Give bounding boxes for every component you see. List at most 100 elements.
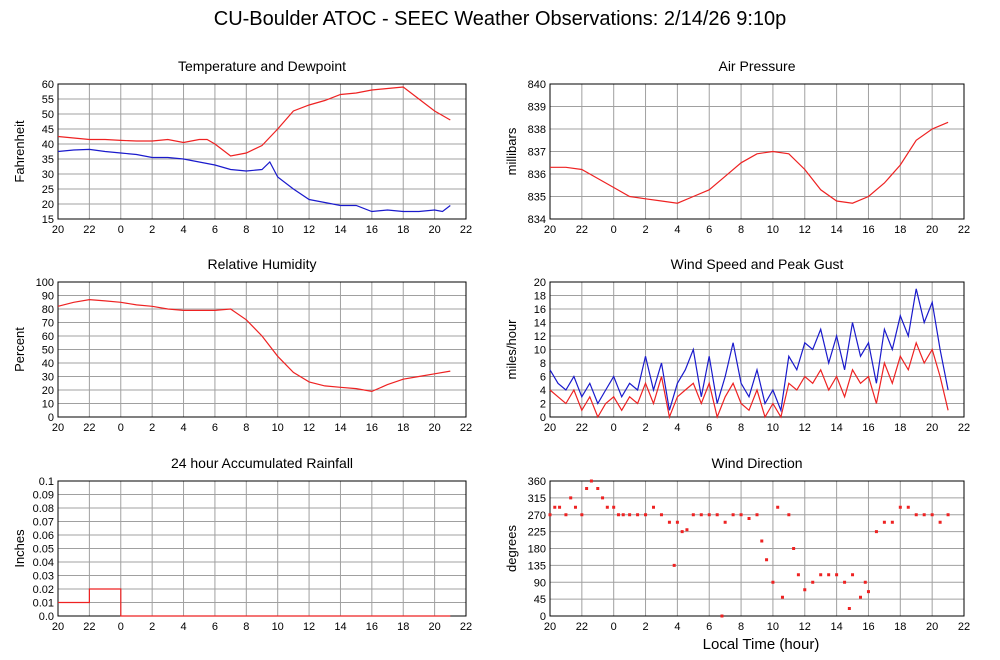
plot-frame (57, 281, 467, 418)
y-axis-title: degrees (504, 525, 519, 572)
x-tick-label: 20 (428, 422, 440, 434)
wind-direction-point (667, 520, 671, 524)
wind-direction-point (621, 513, 625, 517)
x-tick-label: 10 (767, 224, 779, 236)
wind-direction-point (553, 505, 557, 509)
x-tick-label: 12 (303, 224, 315, 236)
y-tick-label: 0 (540, 412, 546, 424)
x-tick-label: 16 (862, 224, 874, 236)
y-tick-label: 0.02 (33, 584, 54, 596)
y-tick-label: 0.1 (39, 476, 54, 488)
wind-direction-point (755, 513, 759, 517)
x-tick-label: 2 (149, 422, 155, 434)
series-line-red (58, 588, 451, 617)
wind-direction-point (675, 520, 679, 524)
y-tick-label: 40 (42, 139, 54, 151)
wind-direction-point (930, 513, 934, 517)
x-tick-label: 14 (830, 224, 842, 236)
y-tick-label: 60 (42, 79, 54, 91)
y-tick-label: 50 (42, 109, 54, 121)
y-tick-label: 12 (534, 331, 546, 343)
x-tick-label: 16 (366, 422, 378, 434)
x-tick-label: 14 (830, 422, 842, 434)
wind-direction-point (596, 487, 600, 490)
x-tick-label: 2 (642, 621, 648, 633)
x-tick-label: 10 (272, 621, 284, 633)
y-tick-label: 315 (528, 493, 546, 505)
x-tick-label: 14 (334, 422, 346, 434)
wind-direction-point (644, 513, 648, 517)
y-tick-label: 16 (534, 304, 546, 316)
x-tick-label: 2 (642, 224, 648, 236)
x-tick-label: 20 (52, 422, 64, 434)
y-tick-label: 20 (534, 277, 546, 289)
wind-direction-point (605, 505, 609, 509)
wind-direction-point (739, 513, 743, 517)
wind-direction-point (720, 614, 724, 618)
wind-direction-point (922, 513, 926, 517)
x-tick-label: 6 (706, 422, 712, 434)
y-tick-label: 0.03 (33, 571, 54, 583)
x-tick-label: 12 (799, 224, 811, 236)
x-tick-label: 18 (397, 224, 409, 236)
x-tick-label: 22 (576, 621, 588, 633)
plot-frame (549, 480, 965, 617)
plot-frame (549, 83, 965, 220)
x-tick-label: 20 (926, 422, 938, 434)
y-tick-label: 180 (528, 544, 546, 556)
wind-direction-point (699, 513, 703, 517)
series-line-red (549, 340, 949, 420)
page-title: CU-Boulder ATOC - SEEC Weather Observati… (213, 8, 787, 30)
x-tick-label: 22 (460, 621, 472, 633)
y-tick-label: 837 (528, 147, 546, 159)
x-tick-label: 12 (303, 422, 315, 434)
panel-title: Wind Speed and Peak Gust (671, 256, 844, 272)
x-tick-label: 10 (767, 621, 779, 633)
wind-direction-point (851, 573, 855, 577)
wind-direction-point (616, 513, 620, 517)
series-line-red (550, 121, 949, 204)
panel-title: Air Pressure (718, 58, 795, 74)
x-tick-label: 22 (83, 621, 95, 633)
y-tick-label: 360 (528, 476, 546, 488)
x-tick-label: 20 (52, 621, 64, 633)
x-tick-label: 20 (544, 224, 556, 236)
x-tick-label: 20 (926, 621, 938, 633)
wind-direction-point (765, 558, 769, 562)
y-tick-label: 0.04 (33, 557, 54, 569)
x-tick-label: 22 (460, 224, 472, 236)
wind-direction-point (628, 513, 632, 517)
y-tick-label: 0.0 (39, 611, 54, 623)
y-tick-label: 4 (540, 385, 546, 397)
y-tick-label: 40 (42, 358, 54, 370)
x-tick-label: 14 (334, 224, 346, 236)
x-tick-label: 18 (397, 621, 409, 633)
wind-direction-point (914, 513, 918, 517)
wind-direction-point (680, 530, 684, 534)
wind-direction-point (760, 539, 764, 543)
y-tick-label: 0.06 (33, 530, 54, 542)
y-tick-label: 0.08 (33, 503, 54, 515)
y-tick-label: 14 (534, 318, 546, 330)
wind-direction-point (573, 505, 577, 509)
series-line-blue (57, 148, 451, 213)
wind-direction-point (938, 520, 942, 524)
x-tick-label: 18 (397, 422, 409, 434)
y-tick-label: 20 (42, 385, 54, 397)
x-tick-label: 0 (611, 422, 617, 434)
x-tick-label: 0 (611, 224, 617, 236)
y-axis-title: millibars (504, 127, 519, 175)
wind-direction-point (780, 595, 784, 599)
x-tick-label: 14 (334, 621, 346, 633)
x-tick-label: 6 (212, 422, 218, 434)
y-axis-title: Inches (12, 529, 27, 568)
wind-direction-point (811, 580, 815, 584)
x-tick-label: 2 (642, 422, 648, 434)
y-tick-label: 270 (528, 510, 546, 522)
x-tick-label: 22 (958, 422, 970, 434)
wind-direction-point (890, 520, 894, 524)
x-tick-label: 12 (303, 621, 315, 633)
x-tick-label: 4 (180, 422, 186, 434)
wind-direction-point (707, 513, 711, 517)
wind-direction-point (874, 530, 878, 534)
